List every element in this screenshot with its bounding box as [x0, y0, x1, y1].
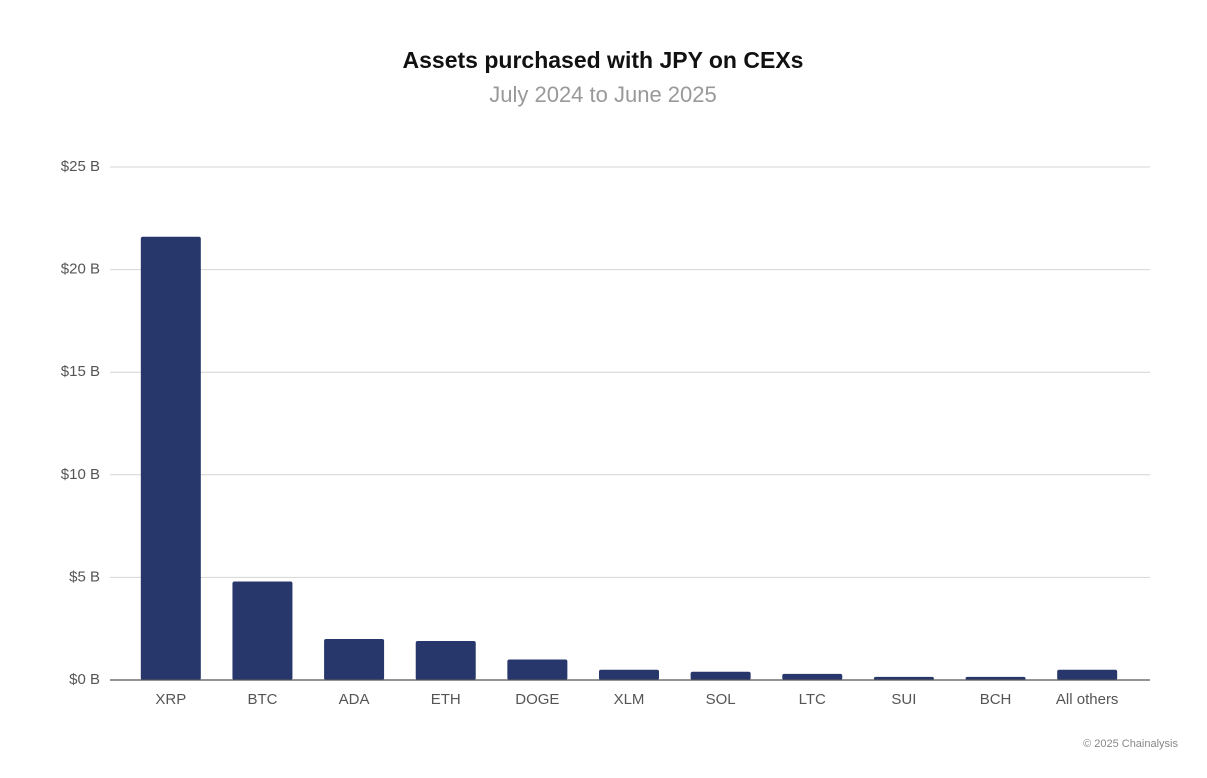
bar [782, 673, 843, 680]
x-tick-label: BCH [980, 691, 1012, 708]
chart-title: Assets purchased with JPY on CEXs [403, 47, 804, 73]
x-tick-label: SUI [891, 691, 916, 708]
x-tick-label: ETH [431, 691, 461, 708]
x-tick-label: DOGE [515, 691, 559, 708]
y-tick-label: $10 B [61, 466, 100, 483]
bar [873, 676, 934, 680]
x-tick-label: LTC [799, 691, 826, 708]
y-tick-label: $20 B [61, 261, 100, 278]
bar [965, 676, 1026, 680]
y-tick-label: $0 B [69, 671, 100, 688]
y-tick-label: $15 B [61, 363, 100, 380]
y-tick-label: $5 B [69, 568, 100, 585]
x-tick-label: XRP [155, 691, 186, 708]
bar [232, 581, 293, 680]
x-tick-label: SOL [706, 691, 736, 708]
y-tick-label: $25 B [61, 158, 100, 175]
bar [690, 671, 751, 680]
bar [140, 236, 201, 680]
x-tick-label: XLM [614, 691, 645, 708]
x-tick-label: All others [1056, 691, 1119, 708]
bar [1057, 669, 1118, 680]
source-note: © 2025 Chainalysis [1083, 738, 1178, 750]
chart-subtitle: July 2024 to June 2025 [489, 82, 717, 107]
x-tick-label: ADA [339, 691, 370, 708]
bar [599, 669, 659, 680]
bar [324, 638, 385, 680]
x-tick-label: BTC [247, 691, 277, 708]
bar [507, 659, 568, 680]
bar [415, 641, 476, 680]
